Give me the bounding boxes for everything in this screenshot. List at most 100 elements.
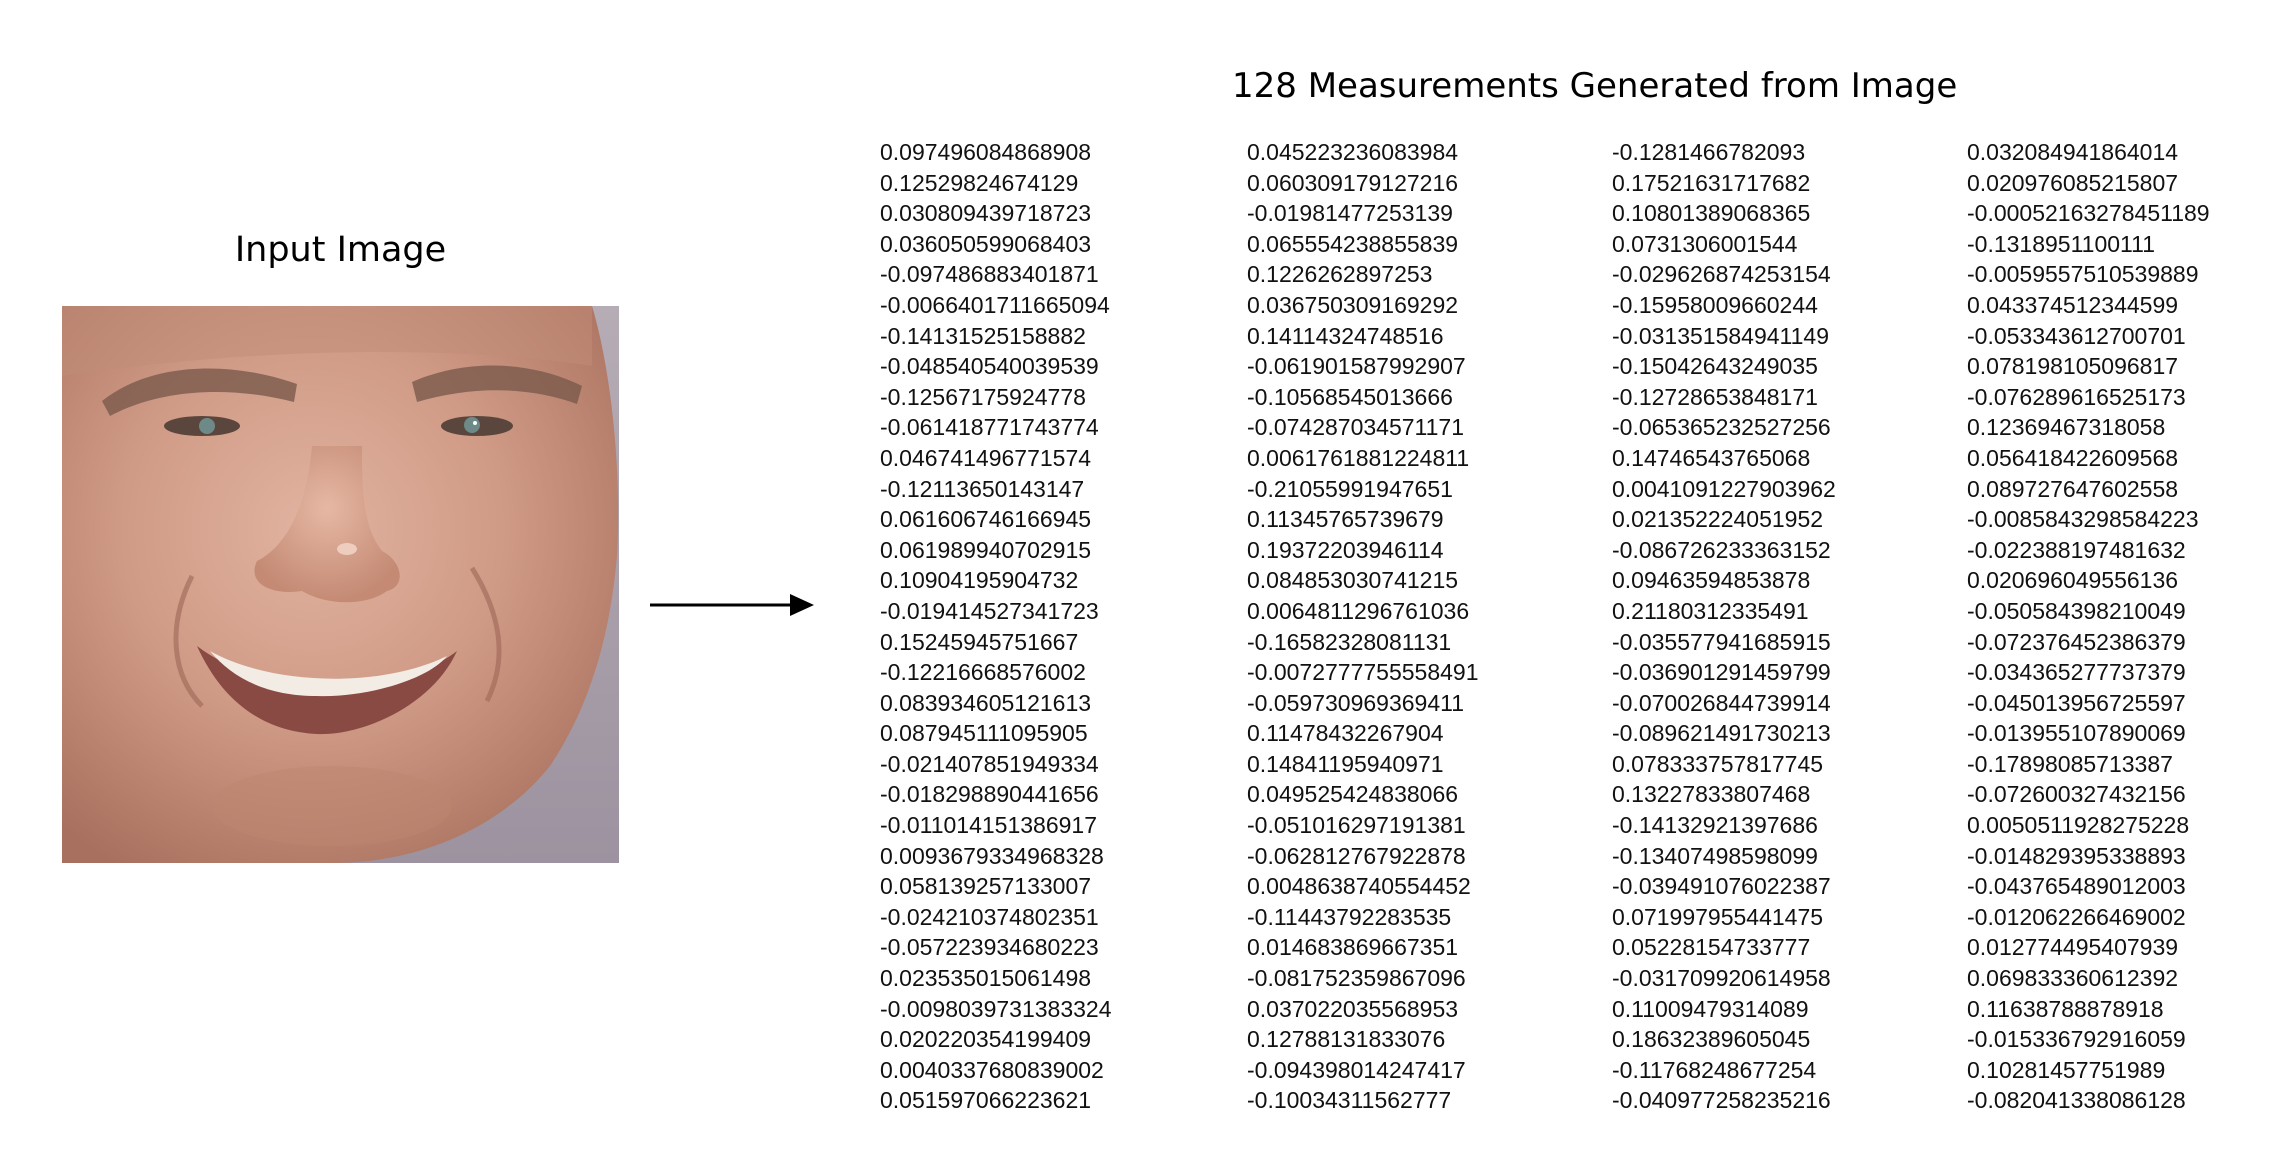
measurement-value: -0.094398014247417 — [1247, 1056, 1466, 1083]
measurement-value: -0.0059557510539889 — [1967, 261, 2199, 288]
measurement-value: 0.020220354199409 — [880, 1026, 1092, 1053]
measurement-value: -0.031351584941149 — [1612, 322, 1830, 349]
measurement-value: -0.061418771743774 — [880, 414, 1099, 441]
measurement-value: -0.029626874253154 — [1612, 261, 1831, 288]
measurement-value: -0.045013956725597 — [1967, 689, 2186, 716]
measurement-value: 0.13227833807468 — [1612, 781, 1811, 808]
measurement-value: 0.0731306001544 — [1612, 230, 1798, 257]
measurement-value: 0.036050599068403 — [880, 230, 1092, 257]
measurement-value: 0.1226262897253 — [1247, 261, 1433, 288]
measurement-value: -0.0066401711665094 — [880, 291, 1110, 318]
measurement-value: 0.061989940702915 — [880, 536, 1092, 563]
measurement-value: -0.053343612700701 — [1967, 322, 2186, 349]
measurement-value: 0.020696049556136 — [1967, 567, 2179, 594]
measurement-value: -0.072600327432156 — [1967, 781, 2186, 808]
measurement-value: -0.15042643249035 — [1612, 353, 1818, 380]
measurement-value: -0.081752359867096 — [1247, 965, 1466, 992]
measurement-value: 0.11345765739679 — [1247, 506, 1444, 533]
measurement-value: -0.057223934680223 — [880, 934, 1099, 961]
measurement-value: -0.12113650143147 — [880, 475, 1085, 502]
measurement-value: 0.065554238855839 — [1247, 230, 1459, 257]
measurement-value: -0.061901587992907 — [1247, 353, 1466, 380]
measurement-value: 0.21180312335491 — [1612, 597, 1809, 624]
measurement-value: -0.050584398210049 — [1967, 597, 2186, 624]
measurement-value: 0.021352224051952 — [1612, 506, 1824, 533]
measurement-value: 0.12788131833076 — [1247, 1026, 1446, 1053]
measurement-value: -0.070026844739914 — [1612, 689, 1831, 716]
measurement-value: 0.014683869667351 — [1247, 934, 1459, 961]
measurement-value: -0.15958009660244 — [1612, 291, 1818, 318]
measurement-value: 0.11638788878918 — [1967, 995, 2164, 1022]
measurement-value: 0.10281457751989 — [1967, 1056, 2166, 1083]
measurement-value: -0.076289616525173 — [1967, 383, 2186, 410]
measurement-value: -0.01981477253139 — [1247, 200, 1453, 227]
measurement-value: 0.049525424838066 — [1247, 781, 1459, 808]
measurement-value: -0.12216668576002 — [880, 659, 1086, 686]
measurement-value: -0.014829395338893 — [1967, 842, 2186, 869]
measurements-column-4: 0.032084941864014 0.020976085215807 -0.000… — [1967, 137, 2210, 1116]
measurement-value: -0.021407851949334 — [880, 750, 1099, 777]
measurement-value: -0.097486883401871 — [880, 261, 1099, 288]
measurements-title: 128 Measurements Generated from Image — [1232, 66, 1958, 106]
measurement-value: 0.0041091227903962 — [1612, 475, 1836, 502]
measurement-value: -0.022388197481632 — [1967, 536, 2186, 563]
measurement-value: -0.035577941685915 — [1612, 628, 1831, 655]
measurement-value: -0.062812767922878 — [1247, 842, 1466, 869]
measurement-value: -0.086726233363152 — [1612, 536, 1831, 563]
measurement-value: 0.061606746166945 — [880, 506, 1092, 533]
right-arrow-icon — [648, 590, 818, 624]
measurement-value: 0.030809439718723 — [880, 200, 1092, 227]
measurement-value: 0.10904195904732 — [880, 567, 1079, 594]
measurement-value: 0.056418422609568 — [1967, 444, 2179, 471]
measurement-value: 0.071997955441475 — [1612, 903, 1824, 930]
measurement-value: -0.059730969369411 — [1247, 689, 1465, 716]
measurement-value: -0.019414527341723 — [880, 597, 1099, 624]
measurement-value: -0.12567175924778 — [880, 383, 1086, 410]
measurement-value: -0.00052163278451189 — [1967, 200, 2210, 227]
measurement-value: -0.21055991947651 — [1247, 475, 1453, 502]
measurement-value: -0.11768248677254 — [1612, 1056, 1817, 1083]
measurement-value: -0.0085843298584223 — [1967, 506, 2199, 533]
measurement-value: -0.043765489012003 — [1967, 873, 2186, 900]
measurement-value: -0.051016297191381 — [1247, 812, 1466, 839]
measurement-value: 0.084853030741215 — [1247, 567, 1459, 594]
measurement-value: 0.058139257133007 — [880, 873, 1092, 900]
measurement-value: -0.065365232527256 — [1612, 414, 1831, 441]
measurement-value: -0.10568545013666 — [1247, 383, 1453, 410]
measurement-value: -0.018298890441656 — [880, 781, 1099, 808]
measurement-value: 0.037022035568953 — [1247, 995, 1459, 1022]
measurement-value: 0.043374512344599 — [1967, 291, 2179, 318]
measurement-value: -0.1281466782093 — [1612, 139, 1806, 165]
measurement-value: -0.10034311562777 — [1247, 1087, 1452, 1114]
measurement-value: -0.1318951100111 — [1967, 230, 2156, 257]
measurement-value: 0.0040337680839002 — [880, 1056, 1104, 1083]
measurement-value: -0.034365277737379 — [1967, 659, 2186, 686]
measurement-value: -0.031709920614958 — [1612, 965, 1831, 992]
measurement-value: -0.14132921397686 — [1612, 812, 1818, 839]
measurement-value: 0.0050511928275228 — [1967, 812, 2190, 839]
measurement-value: -0.015336792916059 — [1967, 1026, 2186, 1053]
measurement-value: 0.046741496771574 — [880, 444, 1092, 471]
measurement-value: -0.039491076022387 — [1612, 873, 1831, 900]
measurements-column-2: 0.045223236083984 0.060309179127216 -0.019… — [1247, 137, 1479, 1116]
measurement-value: 0.14841195940971 — [1247, 750, 1444, 777]
measurement-value: 0.11478432267904 — [1247, 720, 1444, 747]
measurement-value: -0.011014151386917 — [880, 812, 1098, 839]
measurement-value: -0.17898085713387 — [1967, 750, 2173, 777]
measurement-value: 0.10801389068365 — [1612, 200, 1811, 227]
measurement-value: -0.16582328081131 — [1247, 628, 1452, 655]
measurement-value: 0.19372203946114 — [1247, 536, 1444, 563]
measurement-value: 0.12529824674129 — [880, 169, 1079, 196]
measurement-value: 0.069833360612392 — [1967, 965, 2179, 992]
measurement-value: 0.083934605121613 — [880, 689, 1092, 716]
measurement-value: 0.15245945751667 — [880, 628, 1079, 655]
measurement-value: 0.078198105096817 — [1967, 353, 2179, 380]
measurement-value: 0.05228154733777 — [1612, 934, 1811, 961]
measurement-value: 0.087945111095905 — [880, 720, 1088, 747]
measurement-value: -0.036901291459799 — [1612, 659, 1831, 686]
measurement-value: 0.09463594853878 — [1612, 567, 1811, 594]
measurement-value: 0.0064811296761036 — [1247, 597, 1470, 624]
measurement-value: -0.024210374802351 — [880, 903, 1099, 930]
measurement-value: -0.074287034571171 — [1247, 414, 1465, 441]
measurement-value: 0.078333757817745 — [1612, 750, 1824, 777]
